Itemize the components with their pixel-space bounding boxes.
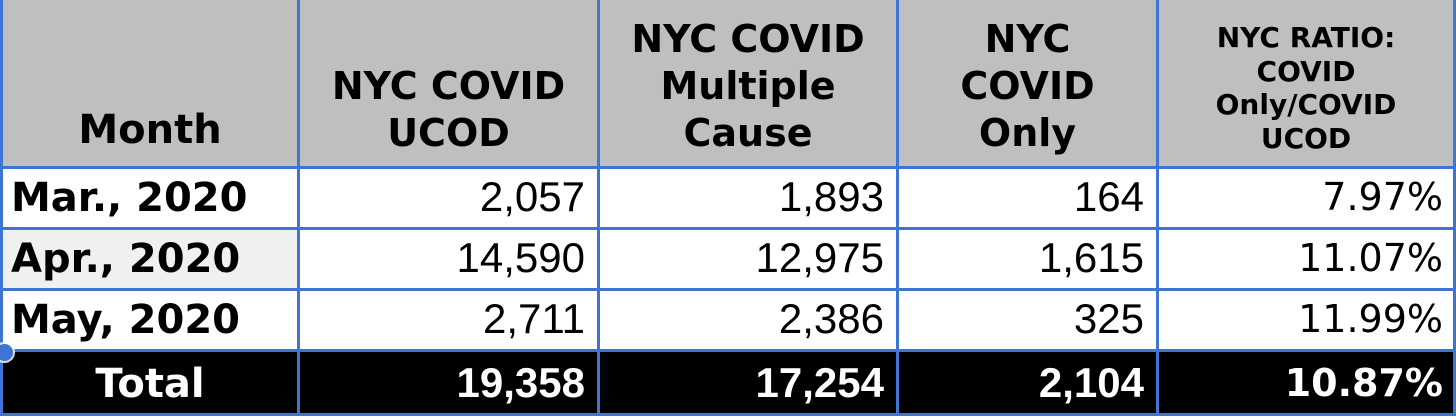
ucod-cell: 2,711 (297, 287, 600, 352)
table-row-may-2020: May, 2020 2,711 2,386 325 11.99% (0, 287, 1456, 352)
multiple-cause-cell: 1,893 (597, 165, 899, 230)
ratio-cell: 11.07% (1156, 226, 1456, 291)
header-row: Month NYC COVID UCOD NYC COVID Multiple … (0, 0, 1456, 169)
table-row-total: Total 19,358 17,254 2,104 10.87% (0, 348, 1456, 416)
column-header-ratio: NYC RATIO: COVID Only/COVID UCOD (1156, 0, 1456, 169)
table-drag-handle[interactable] (0, 344, 13, 361)
table-row-mar-2020: Mar., 2020 2,057 1,893 164 7.97% (0, 165, 1456, 230)
column-header-covid-only: NYC COVID Only (896, 0, 1159, 169)
total-ucod-cell: 19,358 (297, 348, 600, 416)
multiple-cause-cell: 12,975 (597, 226, 899, 291)
ratio-cell: 11.99% (1156, 287, 1456, 352)
column-header-multiple-cause: NYC COVID Multiple Cause (597, 0, 899, 169)
total-ratio-cell: 10.87% (1156, 348, 1456, 416)
covid-only-cell: 1,615 (896, 226, 1159, 291)
column-header-month: Month (0, 0, 300, 169)
multiple-cause-cell: 2,386 (597, 287, 899, 352)
total-multiple-cause-cell: 17,254 (597, 348, 899, 416)
ucod-cell: 14,590 (297, 226, 600, 291)
ucod-cell: 2,057 (297, 165, 600, 230)
month-cell: Apr., 2020 (0, 226, 300, 291)
table-row-apr-2020: Apr., 2020 14,590 12,975 1,615 11.07% (0, 226, 1456, 291)
covid-only-cell: 325 (896, 287, 1159, 352)
covid-only-cell: 164 (896, 165, 1159, 230)
total-label-cell: Total (0, 348, 300, 416)
month-cell: May, 2020 (0, 287, 300, 352)
total-covid-only-cell: 2,104 (896, 348, 1159, 416)
ratio-cell: 7.97% (1156, 165, 1456, 230)
column-header-ucod: NYC COVID UCOD (297, 0, 600, 169)
month-cell: Mar., 2020 (0, 165, 300, 230)
